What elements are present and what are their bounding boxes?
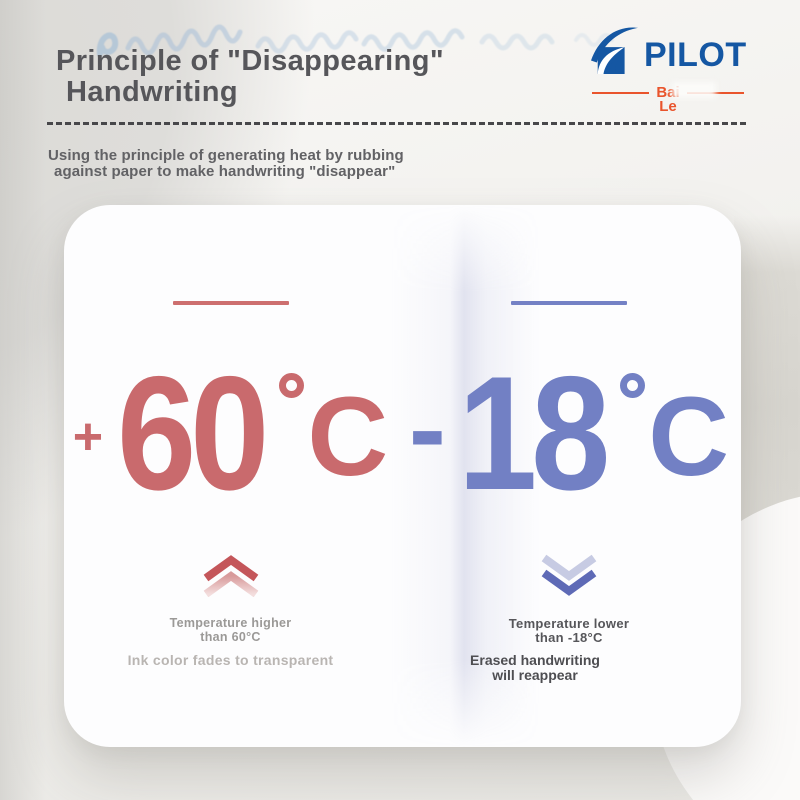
hot-temperature-value: 60 — [117, 343, 269, 524]
cold-caption-primary-line2: than -18°C — [535, 629, 603, 645]
brand-wordmark: PILOT — [644, 36, 747, 74]
cold-panel: - 18 C Temperature lower than -18°C Eras… — [397, 205, 741, 747]
cold-caption-primary: Temperature lower than -18°C — [509, 617, 629, 644]
cold-caption-secondary-line1: Erased handwriting — [470, 652, 600, 668]
hot-caption-primary-line1: Temperature higher — [169, 616, 292, 630]
cold-caption-primary-line1: Temperature lower — [508, 616, 630, 631]
subtitle-line1: Using the principle of generating heat b… — [48, 147, 404, 164]
faded-handwriting-scribble — [96, 24, 614, 57]
cold-temperature: - 18 C — [409, 351, 729, 517]
double-chevron-down-icon — [541, 554, 597, 596]
celsius-unit: C — [648, 374, 730, 499]
hot-temperature: + 60 C — [73, 351, 388, 517]
plus-sign: + — [72, 408, 104, 466]
cold-accent-line — [511, 301, 627, 305]
subtitle-line2: against paper to make handwriting "disap… — [54, 163, 396, 180]
brand-logo: PILOT Bai Le — [590, 24, 750, 124]
dashed-divider — [47, 122, 746, 125]
brand-sub-line2: Le — [659, 98, 677, 115]
page-title: Principle of "Disappearing" Handwriting — [56, 46, 444, 108]
celsius-unit: C — [307, 374, 389, 499]
cold-temperature-value: 18 — [458, 343, 610, 524]
cold-caption-secondary-line2: will reappear — [492, 667, 578, 683]
cold-caption-secondary: Erased handwriting will reappear — [470, 653, 600, 683]
brand-subtitle: Bai Le — [592, 85, 744, 115]
temperature-card: + 60 C Temperature higher than 60°C — [64, 205, 741, 747]
hot-panel: + 60 C Temperature higher than 60°C — [64, 205, 397, 747]
hot-caption-secondary: Ink color fades to transparent — [127, 652, 334, 668]
subtitle: Using the principle of generating heat b… — [48, 148, 404, 180]
degree-symbol — [279, 373, 305, 398]
hot-caption-primary-line2: than 60°C — [200, 629, 261, 644]
hot-caption-primary: Temperature higher than 60°C — [169, 616, 292, 644]
page-title-line2: Handwriting — [66, 76, 238, 108]
page-title-line1: Principle of "Disappearing" — [56, 45, 444, 77]
background-gray-band-right — [734, 215, 800, 535]
pilot-pen-nib-icon — [591, 27, 639, 74]
double-chevron-up-icon — [203, 555, 258, 597]
degree-symbol — [620, 373, 646, 398]
minus-sign: - — [408, 366, 447, 491]
brand-line-left — [592, 92, 650, 94]
background-left-edge-shade — [0, 0, 46, 800]
hot-accent-line — [172, 301, 289, 305]
card-fold-divider — [390, 205, 540, 747]
brand-fade-overlay — [672, 82, 716, 98]
